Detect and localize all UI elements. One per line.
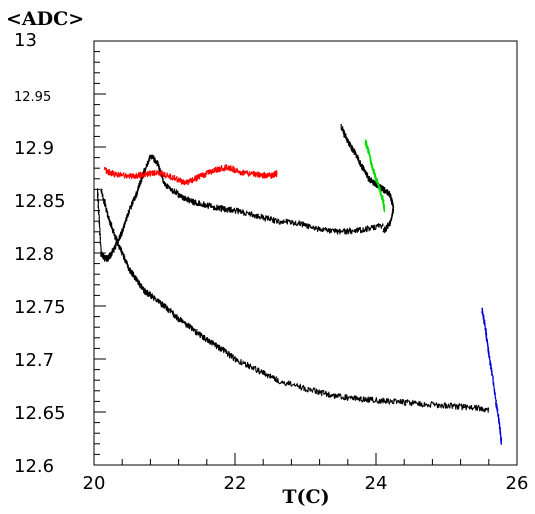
y-tick-label: 12.95 (14, 90, 51, 105)
y-axis-title: <ADC> (6, 8, 84, 30)
tick-labels: 20 22 24 26 12.6 12.65 12.7 12.75 12.8 12.85 12.9 1… (14, 30, 528, 494)
y-tick-label: 12.6 (14, 456, 54, 477)
y-tick-label: 12.85 (14, 191, 66, 212)
series-4-line (364, 139, 386, 213)
y-tick-label: 12.65 (14, 403, 66, 424)
x-tick-label: 26 (506, 473, 529, 494)
y-tick-label: 13 (14, 30, 37, 51)
series-layer (96, 123, 503, 446)
series-0-line (96, 154, 384, 262)
y-tick-label: 12.7 (14, 350, 54, 371)
y-tick-label: 12.8 (14, 244, 54, 265)
series-3-line (103, 164, 278, 186)
x-tick-label: 20 (83, 473, 106, 494)
chart-frame (93, 40, 518, 466)
series-5-line (481, 307, 503, 446)
series-1-line (100, 188, 490, 413)
y-tick-label: 12.9 (14, 138, 54, 159)
series-2-line (340, 123, 395, 234)
ticks-layer (93, 40, 518, 466)
x-axis-title: T(C) (282, 486, 329, 508)
x-tick-label: 24 (365, 473, 388, 494)
x-tick-label: 22 (224, 473, 247, 494)
y-tick-label: 12.75 (14, 297, 66, 318)
